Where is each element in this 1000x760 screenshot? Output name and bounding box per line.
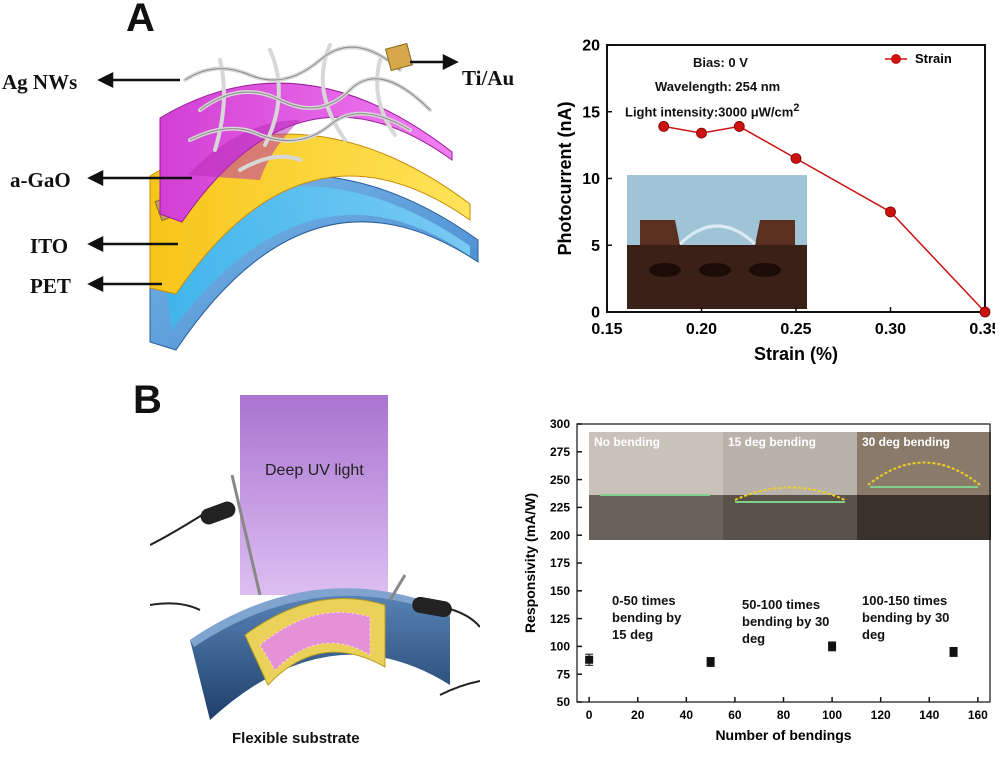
y-tick-label: 75: [557, 667, 571, 681]
y-tick-label: 200: [550, 528, 570, 542]
inset-photos-bending: [589, 432, 991, 540]
deep-uv-light-label: Deep UV light: [265, 462, 364, 479]
note-0-50-line-2: bending by: [612, 610, 682, 625]
x-tick-label: 120: [871, 708, 891, 722]
x-axis-label: Number of bendings: [715, 727, 851, 743]
y-tick-label: 225: [550, 501, 570, 515]
y-tick-label: 150: [550, 584, 570, 598]
note-50-100: 50-100 times bending by 30 deg: [742, 596, 829, 647]
x-axis-label: Strain (%): [754, 344, 838, 364]
x-tick-label: 40: [680, 708, 694, 722]
x-tick-label: 60: [728, 708, 742, 722]
note-100-150-line-2: bending by 30: [862, 610, 950, 625]
data-point: [790, 153, 802, 164]
data-point: [585, 655, 594, 664]
label-ito: ITO: [30, 234, 69, 258]
x-tick-label: 0.30: [875, 321, 906, 338]
annotation-intensity-text: Light intensity:3000 μW/cm: [625, 104, 794, 120]
x-tick-label: 160: [968, 708, 988, 722]
photocurrent-chart: 0.15 0.20 0.25 0.30 0.35 0 5 10 15 20 Strain (%) Ph…: [555, 38, 995, 364]
x-tick-label: 80: [777, 708, 791, 722]
note-0-50: 0-50 times bending by 15 deg: [612, 592, 681, 643]
annotation-intensity: Light intensity:3000 μW/cm2: [625, 100, 799, 120]
data-point: [733, 121, 745, 132]
x-tick-label: 0.35: [969, 321, 995, 338]
y-tick-label: 100: [550, 640, 570, 654]
y-tick-label: 20: [582, 38, 600, 55]
photo-label-15deg: 15 deg bending: [728, 435, 817, 449]
panel-label-a: A: [126, 0, 155, 40]
ti-au-contact: [384, 42, 414, 72]
label-a-gao: a-GaO: [10, 168, 71, 192]
note-100-150-line-3: deg: [862, 627, 886, 642]
note-0-50-line-3: 15 deg: [612, 627, 654, 642]
note-100-150-line-1: 100-150 times: [862, 593, 948, 608]
note-50-100-line-1: 50-100 times: [742, 597, 821, 612]
x-tick-label: 0: [586, 708, 593, 722]
label-ti-au: Ti/Au: [462, 66, 515, 90]
label-ag-nws: Ag NWs: [2, 70, 78, 94]
x-tick-label: 0.20: [686, 321, 717, 338]
y-axis-label: Photocurrent (nA): [555, 102, 575, 256]
note-50-100-line-2: bending by 30: [742, 614, 830, 629]
data-point: [828, 642, 837, 651]
y-tick-label: 250: [550, 473, 570, 487]
data-point: [658, 121, 670, 132]
legend-marker: [891, 54, 901, 64]
note-50-100-line-3: deg: [742, 631, 766, 646]
y-tick-label: 125: [550, 612, 570, 626]
data-point: [949, 647, 958, 656]
y-tick-label: 10: [582, 171, 600, 188]
flexible-substrate-label: Flexible substrate: [232, 730, 360, 747]
legend-label: Strain: [915, 51, 952, 66]
y-tick-label: 15: [582, 104, 600, 121]
panel-label-b: B: [133, 378, 162, 422]
y-tick-label: 50: [557, 695, 571, 709]
x-tick-label: 0.15: [591, 321, 622, 338]
series-line: [663, 125, 986, 313]
y-tick-label: 0: [591, 305, 600, 322]
note-0-50-line-1: 0-50 times: [612, 593, 676, 608]
x-tick-label: 0.25: [780, 321, 811, 338]
x-tick-label: 100: [822, 708, 842, 722]
x-tick-label: 140: [919, 708, 939, 722]
y-tick-label: 275: [550, 445, 570, 459]
note-100-150: 100-150 times bending by 30 deg: [862, 592, 949, 643]
data-point: [979, 306, 991, 318]
annotation-bias: Bias: 0 V: [693, 55, 748, 70]
annotation-wavelength: Wavelength: 254 nm: [655, 79, 781, 94]
y-tick-label: 5: [591, 238, 600, 255]
x-tick-label: 20: [631, 708, 645, 722]
y-tick-label: 175: [550, 556, 570, 570]
data-point: [885, 206, 896, 218]
layer-stack-diagram: [87, 42, 479, 351]
y-tick-label: 300: [550, 417, 570, 431]
photo-label-no-bending: No bending: [594, 435, 660, 449]
y-axis-label: Responsivity (mA/W): [522, 493, 538, 633]
label-pet: PET: [30, 274, 71, 298]
annotation-intensity-sup: 2: [793, 102, 800, 114]
uv-beam: [240, 395, 388, 595]
photo-label-30deg: 30 deg bending: [862, 435, 951, 449]
responsivity-chart: 0 20 40 60 80 100 120 140 160 50 75 100 125 150 175 200…: [522, 417, 991, 743]
data-point: [706, 657, 715, 666]
uv-device-diagram: [150, 395, 480, 720]
data-point: [696, 127, 707, 139]
